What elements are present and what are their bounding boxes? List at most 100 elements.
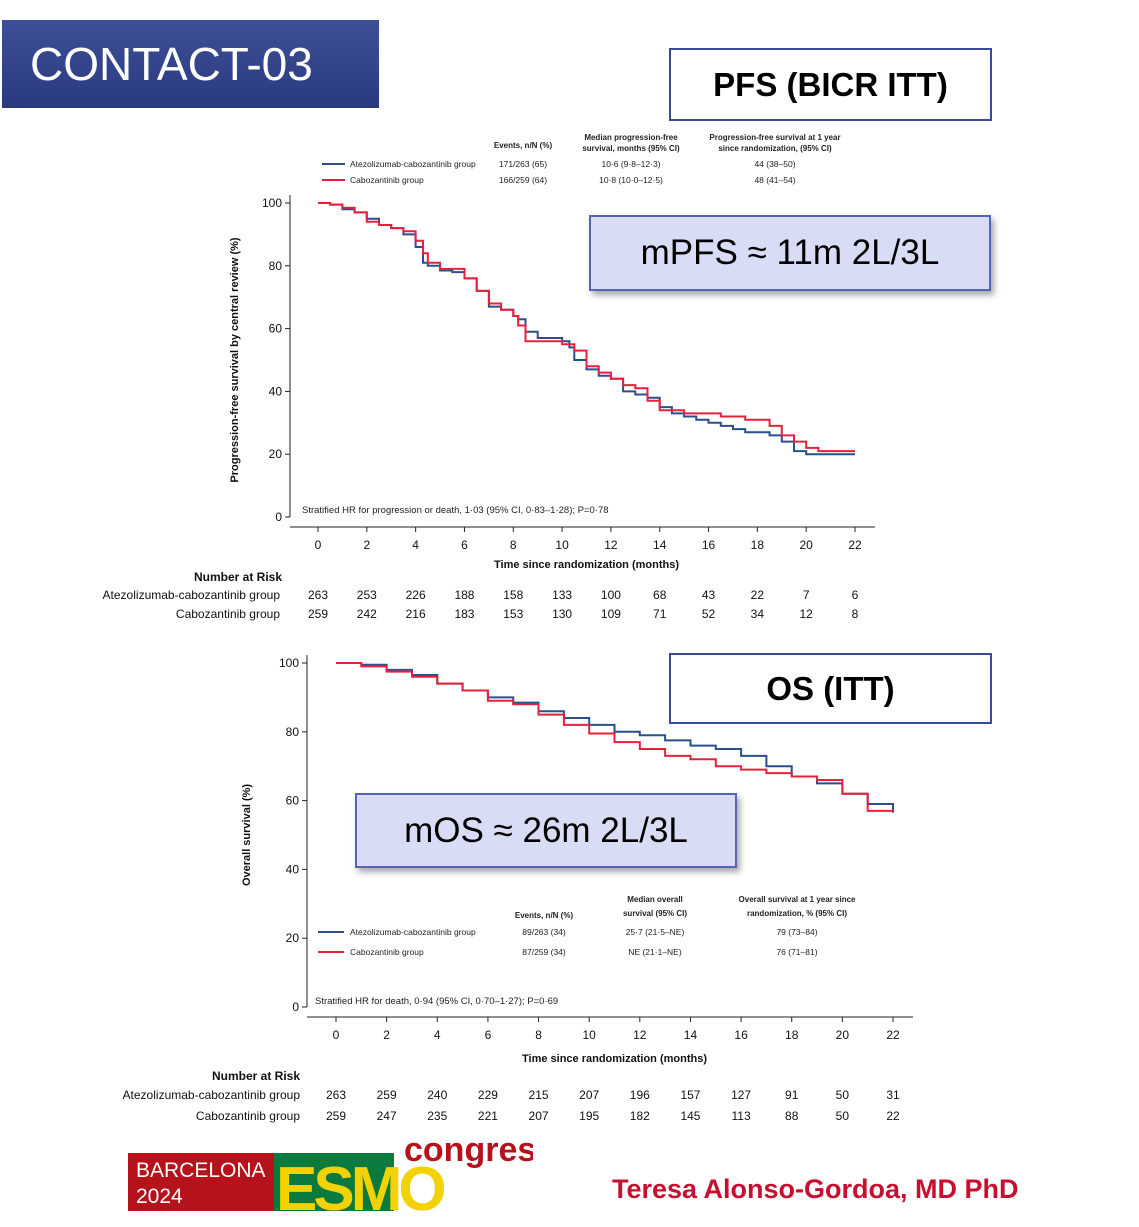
os-y-tick-label: 20 xyxy=(286,931,300,945)
os-risk-value: 145 xyxy=(680,1109,700,1123)
pfs-x-tick-label: 22 xyxy=(848,538,862,552)
pfs-x-tick-label: 2 xyxy=(363,538,370,552)
os-risk-value: 196 xyxy=(630,1088,650,1102)
os-x-tick-label: 16 xyxy=(734,1028,748,1042)
os-risk-value: 157 xyxy=(680,1088,700,1102)
pfs-label-box: PFS (BICR ITT) xyxy=(669,48,992,121)
esmo-congress-logo: BARCELONA 2024 ESMO congress xyxy=(128,1135,533,1215)
os-legend-median: 25·7 (21·5–NE) xyxy=(626,927,685,937)
os-x-tick-label: 14 xyxy=(684,1028,698,1042)
os-risk-value: 215 xyxy=(529,1088,549,1102)
os-risk-value: 182 xyxy=(630,1109,650,1123)
os-y-tick-label: 60 xyxy=(286,794,300,808)
pfs-legend-events: 171/263 (65) xyxy=(499,159,547,169)
pfs-x-tick-label: 14 xyxy=(653,538,667,552)
os-legend-one-year: 79 (73–84) xyxy=(776,927,817,937)
pfs-y-axis-label: Progression-free survival by central rev… xyxy=(229,237,241,482)
os-chart: 0 20 40 60 80 100 0 2 4 6 8 10 12 14 16 18 20 22 Time sinc… xyxy=(123,655,913,1123)
pfs-hr-annotation: Stratified HR for progression or death, … xyxy=(302,505,609,516)
pfs-legend-one-year: 48 (41–54) xyxy=(754,175,795,185)
pfs-risk-value: 109 xyxy=(601,607,621,621)
os-risk-value: 88 xyxy=(785,1109,799,1123)
os-label-box: OS (ITT) xyxy=(669,653,992,724)
pfs-risk-value: 133 xyxy=(552,588,572,602)
os-risk-value: 207 xyxy=(529,1109,549,1123)
pfs-legend-header: Events, n/N (%) xyxy=(494,141,553,150)
pfs-x-tick-label: 20 xyxy=(800,538,814,552)
os-risk-value: 235 xyxy=(427,1109,447,1123)
os-legend-events: 87/259 (34) xyxy=(522,947,566,957)
os-risk-value: 259 xyxy=(326,1109,346,1123)
pfs-y-tick-label: 40 xyxy=(269,384,283,398)
pfs-x-tick-label: 6 xyxy=(461,538,468,552)
pfs-risk-header: Number at Risk xyxy=(194,570,282,584)
os-y-tick-label: 40 xyxy=(286,862,300,876)
logo-word: congress xyxy=(404,1135,533,1169)
os-risk-value: 31 xyxy=(886,1088,900,1102)
pfs-y-tick-label: 100 xyxy=(262,196,282,210)
pfs-y-tick-label: 20 xyxy=(269,447,283,461)
os-x-tick-label: 6 xyxy=(485,1028,492,1042)
os-legend-header: randomization, % (95% CI) xyxy=(747,909,847,918)
pfs-risk-value: 52 xyxy=(702,607,716,621)
pfs-x-tick-label: 0 xyxy=(315,538,322,552)
os-x-tick-label: 10 xyxy=(583,1028,597,1042)
os-risk-header: Number at Risk xyxy=(212,1069,300,1083)
os-risk-value: 240 xyxy=(427,1088,447,1102)
pfs-risk-value: 253 xyxy=(357,588,377,602)
logo-brand: ESMO xyxy=(276,1155,444,1215)
pfs-legend-header: since randomization, (95% CI) xyxy=(718,144,832,153)
os-risk-value: 259 xyxy=(377,1088,397,1102)
pfs-legend-name: Cabozantinib group xyxy=(350,175,424,185)
pfs-legend-median: 10·6 (9·8–12·3) xyxy=(601,159,660,169)
os-x-tick-label: 22 xyxy=(886,1028,900,1042)
os-x-tick-label: 0 xyxy=(333,1028,340,1042)
os-risk-value: 195 xyxy=(579,1109,599,1123)
pfs-risk-value: 71 xyxy=(653,607,667,621)
pfs-risk-value: 226 xyxy=(406,588,426,602)
os-legend-median: NE (21·1–NE) xyxy=(628,947,682,957)
os-x-tick-label: 4 xyxy=(434,1028,441,1042)
pfs-risk-value: 216 xyxy=(406,607,426,621)
pfs-y-tick-label: 0 xyxy=(275,510,282,524)
pfs-risk-value: 188 xyxy=(454,588,474,602)
os-y-axis-label: Overall survival (%) xyxy=(241,784,253,886)
os-risk-row-label: Cabozantinib group xyxy=(196,1109,300,1123)
os-x-axis-label: Time since randomization (months) xyxy=(522,1053,707,1065)
mos-callout: mOS ≈ 26m 2L/3L xyxy=(355,793,737,868)
slide-title: CONTACT-03 xyxy=(2,20,379,108)
os-risk-value: 247 xyxy=(377,1109,397,1123)
pfs-risk-value: 183 xyxy=(454,607,474,621)
os-x-tick-label: 12 xyxy=(633,1028,647,1042)
pfs-legend-median: 10·8 (10·0–12·5) xyxy=(599,175,663,185)
os-risk-value: 50 xyxy=(836,1088,850,1102)
os-y-tick-label: 0 xyxy=(292,1000,299,1014)
os-x-tick-label: 20 xyxy=(836,1028,850,1042)
pfs-risk-value: 7 xyxy=(803,588,810,602)
os-risk-value: 127 xyxy=(731,1088,751,1102)
os-risk-value: 207 xyxy=(579,1088,599,1102)
pfs-y-tick-label: 80 xyxy=(269,259,283,273)
os-risk-value: 91 xyxy=(785,1088,799,1102)
pfs-risk-row-label: Atezolizumab-cabozantinib group xyxy=(103,588,281,602)
pfs-risk-value: 34 xyxy=(751,607,765,621)
pfs-risk-value: 242 xyxy=(357,607,377,621)
pfs-risk-value: 8 xyxy=(852,607,859,621)
os-legend-events: 89/263 (34) xyxy=(522,927,566,937)
pfs-x-tick-label: 12 xyxy=(604,538,618,552)
os-legend-header: Events, n/N (%) xyxy=(515,911,574,920)
pfs-risk-value: 22 xyxy=(751,588,765,602)
os-legend-name: Cabozantinib group xyxy=(350,947,424,957)
pfs-risk-value: 6 xyxy=(852,588,859,602)
pfs-risk-value: 12 xyxy=(800,607,814,621)
pfs-risk-value: 43 xyxy=(702,588,716,602)
os-legend-one-year: 76 (71–81) xyxy=(776,947,817,957)
os-y-tick-label: 80 xyxy=(286,725,300,739)
pfs-legend-events: 166/259 (64) xyxy=(499,175,547,185)
pfs-x-tick-label: 10 xyxy=(555,538,569,552)
pfs-legend-name: Atezolizumab-cabozantinib group xyxy=(350,159,476,169)
os-legend-header: Overall survival at 1 year since xyxy=(739,895,857,904)
os-series-cabo-line xyxy=(336,662,894,813)
logo-city: BARCELONA xyxy=(136,1159,266,1182)
